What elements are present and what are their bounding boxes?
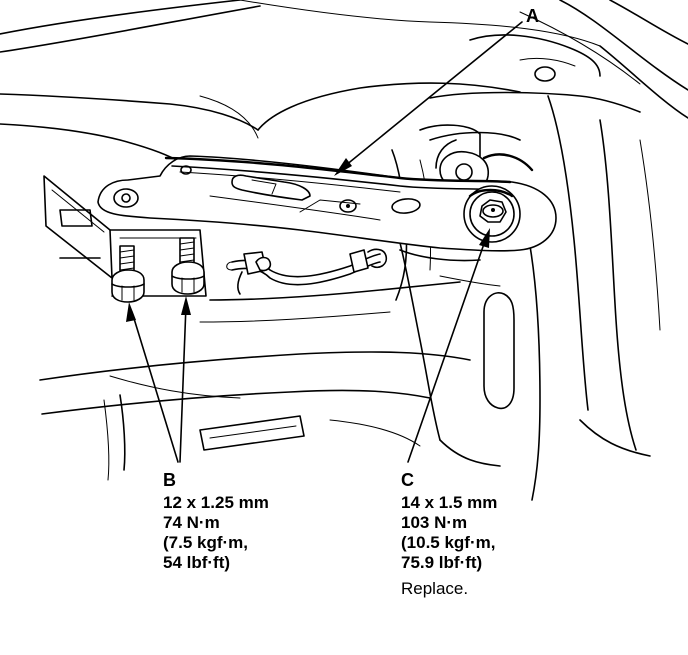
callout-b-torque-kgfm: (7.5 kgf·m, [163, 533, 248, 552]
callout-b-torque-lbfft: 54 lbf·ft) [163, 553, 230, 572]
leader-a [339, 21, 523, 171]
leader-c [407, 237, 487, 463]
callout-b-torque-nm: 74 N·m [163, 513, 220, 532]
callout-c-size: 14 x 1.5 mm [401, 493, 497, 512]
arrowhead-c [479, 228, 490, 248]
callout-b-letter: B [163, 470, 176, 490]
callout-b: B 12 x 1.25 mm 74 N·m (7.5 kgf·m, 54 lbf… [163, 470, 269, 572]
callout-a-letter: A [526, 6, 539, 26]
leader-b-left [131, 311, 179, 463]
brake-line [226, 248, 388, 295]
callout-c-torque-kgfm: (10.5 kgf·m, [401, 533, 495, 552]
lateral-arm [97, 155, 557, 252]
callout-c-torque-nm: 103 N·m [401, 513, 467, 532]
bolt-c [479, 199, 507, 223]
arrowhead-a [334, 158, 352, 176]
arrowhead-b-left [126, 302, 136, 322]
callout-c-replace-note: Replace. [401, 579, 468, 598]
callout-c-letter: C [401, 470, 414, 490]
arrowhead-b-right [181, 296, 191, 315]
callout-a: A [526, 6, 539, 26]
callout-b-size: 12 x 1.25 mm [163, 493, 269, 512]
bolt-b-right [171, 237, 205, 295]
callout-c: C 14 x 1.5 mm 103 N·m (10.5 kgf·m, 75.9 … [401, 470, 497, 598]
bolt-b-left [111, 245, 145, 303]
callout-c-torque-lbfft: 75.9 lbf·ft) [401, 553, 482, 572]
leader-b-right [179, 304, 187, 463]
leader-arrows [126, 21, 523, 463]
chassis-structure [0, 0, 688, 501]
